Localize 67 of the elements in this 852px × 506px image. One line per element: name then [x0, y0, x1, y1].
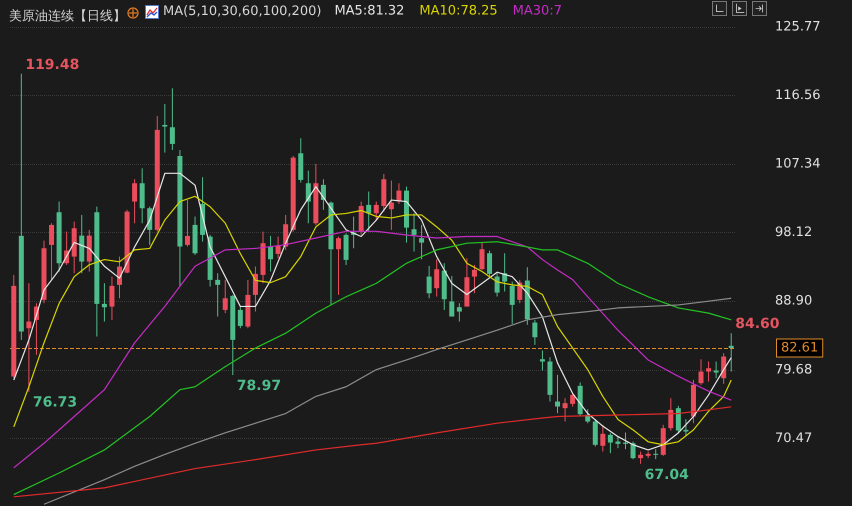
annotation: 119.48: [25, 56, 80, 73]
y-tick-label: 88.90: [775, 294, 812, 309]
candlestick: [366, 191, 372, 232]
candlestick: [540, 350, 545, 372]
y-tick-label: 70.47: [775, 430, 812, 446]
candlestick: [630, 440, 636, 460]
candlestick: [592, 418, 598, 447]
candlestick: [600, 424, 606, 452]
candlestick: [49, 222, 54, 280]
candlestick: [555, 374, 560, 414]
candlestick: [276, 236, 281, 259]
candlestick: [412, 212, 417, 252]
candlestick: [728, 332, 734, 372]
candlestick: [698, 358, 704, 386]
candlestick: [449, 275, 454, 318]
legend-title: MA(5,10,30,60,100,200): [163, 4, 322, 19]
text: MA30:7: [512, 4, 562, 18]
candlestick: [494, 272, 500, 298]
candlestick: [668, 398, 674, 431]
candlestick: [26, 282, 32, 392]
chart-title: 美原油连续【日线】: [9, 8, 126, 24]
candlestick: [456, 302, 462, 322]
candlestick: [622, 432, 628, 450]
candlestick: [132, 178, 138, 224]
candlestick: [426, 265, 432, 299]
y-tick-label: 98.12: [775, 225, 812, 240]
candlestick: [510, 281, 515, 324]
ref-line-label: 82.61: [781, 340, 818, 356]
candlestick: [676, 405, 681, 434]
candlestick: [162, 103, 168, 154]
candlestick: [434, 258, 440, 298]
text: MA5:81.32: [334, 4, 404, 18]
annotation: 76.73: [32, 394, 78, 411]
candlestick: [562, 398, 568, 422]
candlestick: [714, 361, 719, 379]
candlestick: [532, 319, 538, 346]
candlestick: [570, 392, 576, 408]
candlestick: [252, 266, 258, 312]
line-series: [13, 406, 732, 498]
candlestick: [706, 361, 712, 382]
candlestick: [638, 451, 644, 464]
candlestick: [419, 224, 424, 260]
candlestick: [109, 276, 114, 320]
annotation: 67.04: [644, 466, 690, 483]
candlestick: [222, 279, 228, 314]
candlestick: [615, 436, 620, 449]
candlestick: [102, 282, 107, 322]
candlestick: [268, 235, 274, 272]
candlestick: [170, 88, 175, 150]
candlestick: [238, 306, 243, 329]
text: 84.60: [735, 316, 780, 332]
candlestick: [184, 199, 190, 248]
candlestick: [487, 250, 492, 276]
y-tick-label: 116.56: [775, 88, 820, 103]
candlestick: [653, 448, 658, 460]
candlestick: [374, 201, 379, 220]
y-tick-label: 107.34: [775, 156, 820, 172]
text: MA10:78.25: [419, 4, 498, 18]
candlestick: [608, 432, 613, 454]
y-tick-label: 125.77: [775, 20, 820, 34]
candlestick: [336, 236, 342, 296]
candlestick: [388, 180, 394, 230]
y-tick-label: 79.68: [775, 362, 812, 378]
candlestick: [472, 264, 477, 294]
candlestick: [480, 242, 485, 270]
candlestick: [215, 272, 220, 318]
annotation: 78.97: [236, 378, 282, 394]
